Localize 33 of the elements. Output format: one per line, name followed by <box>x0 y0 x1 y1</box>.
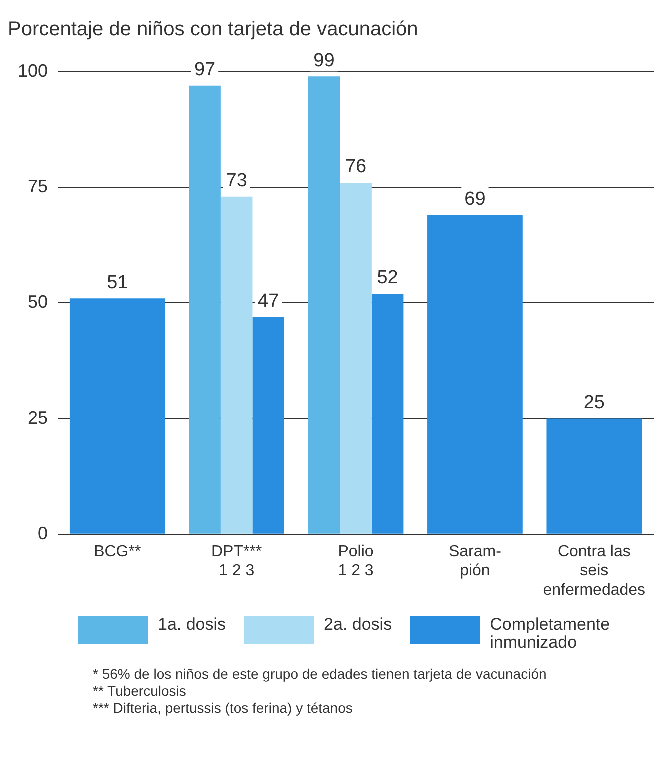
x-tick-label: Saram- pión <box>448 543 502 580</box>
legend-label: 1a. dosis <box>158 615 226 634</box>
data-label: 99 <box>314 50 335 72</box>
legend-label: 2a. dosis <box>324 615 392 634</box>
text: * 56% de los niños de este grupo de edades tienen tarjeta de vacunación <box>93 666 548 683</box>
bar <box>428 215 523 534</box>
x-tick-label: DPT*** 1 2 3 <box>211 543 262 580</box>
y-tick-label: 50 <box>28 292 48 312</box>
y-tick-label: 75 <box>28 176 48 197</box>
text: *** Difteria, pertussis (tos ferina) y tétanos <box>93 700 354 717</box>
x-tick-label: BCG** <box>94 543 142 560</box>
bar <box>308 76 340 534</box>
data-label: 76 <box>345 156 367 178</box>
legend-label: Completamente inmunizado <box>490 615 610 652</box>
y-tick-label: 25 <box>28 408 48 428</box>
bar <box>546 418 642 534</box>
bar <box>340 182 372 534</box>
data-label: 51 <box>107 272 128 294</box>
x-tick-label: Contra las seis enfermedades <box>543 543 646 599</box>
bar <box>220 196 253 534</box>
x-tick-label: Polio 1 2 3 <box>338 543 374 580</box>
y-tick-label: 0 <box>38 523 48 544</box>
data-label: 47 <box>258 290 280 312</box>
data-label: 52 <box>377 268 398 289</box>
chart-title: Porcentaje de niños con tarjeta de vacunación <box>8 18 418 41</box>
bar <box>189 86 221 534</box>
y-tick-label: 100 <box>18 60 48 81</box>
text: ** Tuberculosis <box>93 683 188 700</box>
data-label: 69 <box>464 189 486 210</box>
bar <box>70 298 166 534</box>
data-label: 97 <box>194 60 216 81</box>
data-label: 73 <box>226 170 248 192</box>
data-label: 25 <box>584 392 605 414</box>
